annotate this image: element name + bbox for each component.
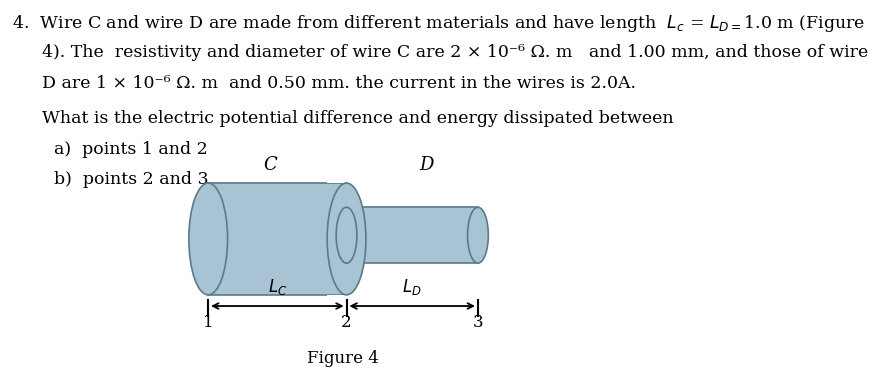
Text: What is the electric potential difference and energy dissipated between: What is the electric potential differenc…	[42, 110, 674, 127]
Text: Figure 4: Figure 4	[307, 350, 379, 367]
Bar	[327, 176, 366, 183]
Ellipse shape	[327, 183, 366, 295]
Bar	[346, 207, 478, 263]
Text: C: C	[263, 156, 278, 174]
Bar	[208, 183, 346, 295]
Text: $L_D$: $L_D$	[403, 277, 422, 297]
Text: 4). The  resistivity and diameter of wire C are 2 × 10⁻⁶ Ω. m   and 1.00 mm, and: 4). The resistivity and diameter of wire…	[42, 44, 869, 61]
Text: $L_C$: $L_C$	[268, 277, 287, 297]
Text: 1: 1	[203, 314, 213, 331]
Text: b)  points 2 and 3: b) points 2 and 3	[54, 171, 209, 189]
Text: 3: 3	[472, 314, 484, 331]
Text: 4.  Wire C and wire D are made from different materials and have length  $L_c$ =: 4. Wire C and wire D are made from diffe…	[12, 13, 866, 35]
Bar	[327, 295, 366, 302]
Ellipse shape	[189, 183, 227, 295]
Ellipse shape	[337, 207, 357, 263]
Text: a)  points 1 and 2: a) points 1 and 2	[54, 141, 208, 158]
Text: D are 1 × 10⁻⁶ Ω. m  and 0.50 mm. the current in the wires is 2.0A.: D are 1 × 10⁻⁶ Ω. m and 0.50 mm. the cur…	[42, 75, 636, 91]
Ellipse shape	[468, 207, 488, 263]
Text: 2: 2	[341, 314, 352, 331]
Text: D: D	[418, 156, 433, 174]
